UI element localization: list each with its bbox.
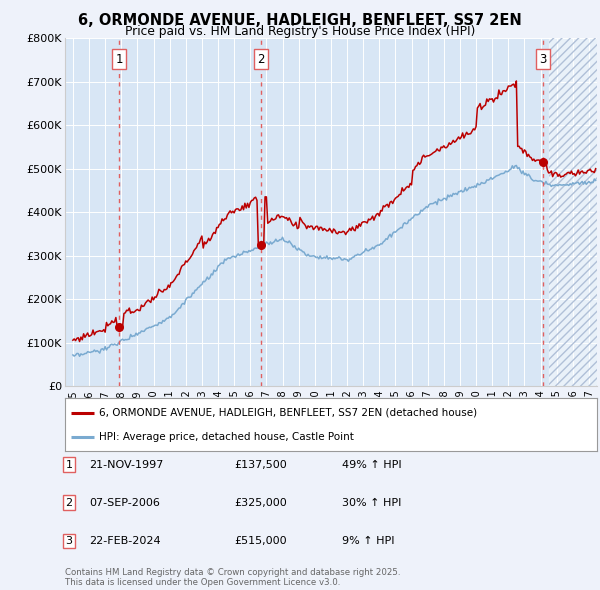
Text: 1: 1	[116, 53, 123, 65]
Text: £137,500: £137,500	[234, 460, 287, 470]
Text: 2: 2	[65, 498, 73, 507]
Text: 21-NOV-1997: 21-NOV-1997	[89, 460, 163, 470]
Text: Contains HM Land Registry data © Crown copyright and database right 2025.
This d: Contains HM Land Registry data © Crown c…	[65, 568, 400, 587]
Text: 2: 2	[257, 53, 265, 65]
Text: 07-SEP-2006: 07-SEP-2006	[89, 498, 160, 507]
Text: £325,000: £325,000	[234, 498, 287, 507]
Text: 49% ↑ HPI: 49% ↑ HPI	[342, 460, 401, 470]
Text: £515,000: £515,000	[234, 536, 287, 546]
Text: 22-FEB-2024: 22-FEB-2024	[89, 536, 160, 546]
Text: 9% ↑ HPI: 9% ↑ HPI	[342, 536, 395, 546]
Text: 30% ↑ HPI: 30% ↑ HPI	[342, 498, 401, 507]
Polygon shape	[548, 17, 597, 386]
Text: 6, ORMONDE AVENUE, HADLEIGH, BENFLEET, SS7 2EN (detached house): 6, ORMONDE AVENUE, HADLEIGH, BENFLEET, S…	[100, 408, 478, 418]
Text: 6, ORMONDE AVENUE, HADLEIGH, BENFLEET, SS7 2EN: 6, ORMONDE AVENUE, HADLEIGH, BENFLEET, S…	[78, 13, 522, 28]
Text: HPI: Average price, detached house, Castle Point: HPI: Average price, detached house, Cast…	[100, 432, 354, 442]
Text: 3: 3	[539, 53, 547, 65]
Text: Price paid vs. HM Land Registry's House Price Index (HPI): Price paid vs. HM Land Registry's House …	[125, 25, 475, 38]
Text: 3: 3	[65, 536, 73, 546]
Text: 1: 1	[65, 460, 73, 470]
